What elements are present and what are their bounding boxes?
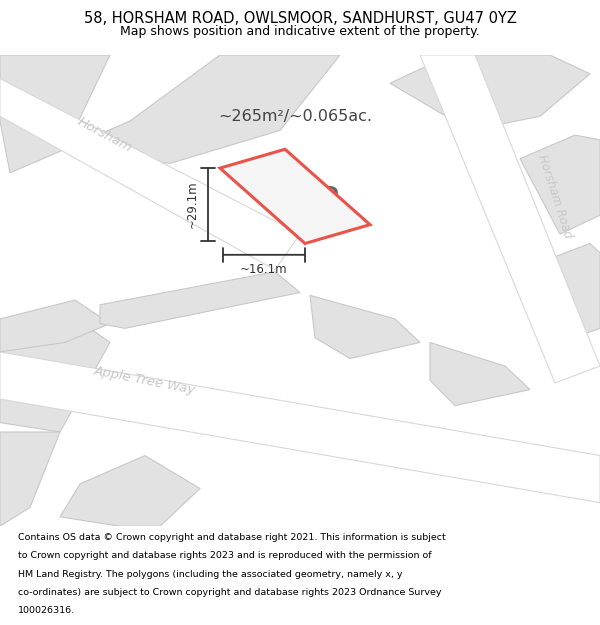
Polygon shape [0, 314, 110, 432]
Text: ~16.1m: ~16.1m [240, 263, 288, 276]
Text: co-ordinates) are subject to Crown copyright and database rights 2023 Ordnance S: co-ordinates) are subject to Crown copyr… [18, 588, 442, 597]
Text: 100026316.: 100026316. [18, 606, 75, 615]
Polygon shape [220, 149, 370, 244]
Text: to Crown copyright and database rights 2023 and is reproduced with the permissio: to Crown copyright and database rights 2… [18, 551, 431, 561]
Text: Map shows position and indicative extent of the property.: Map shows position and indicative extent… [120, 26, 480, 39]
Text: Horsham: Horsham [76, 116, 134, 155]
Polygon shape [0, 79, 300, 270]
Polygon shape [310, 296, 420, 359]
Polygon shape [0, 352, 600, 502]
Polygon shape [100, 272, 300, 328]
Polygon shape [420, 55, 600, 383]
Text: HM Land Registry. The polygons (including the associated geometry, namely x, y: HM Land Registry. The polygons (includin… [18, 570, 403, 579]
Text: 58, HORSHAM ROAD, OWLSMOOR, SANDHURST, GU47 0YZ: 58, HORSHAM ROAD, OWLSMOOR, SANDHURST, G… [83, 11, 517, 26]
Polygon shape [0, 432, 60, 526]
Text: Horsham Road: Horsham Road [535, 153, 575, 240]
Polygon shape [430, 342, 530, 406]
Polygon shape [0, 55, 110, 172]
Polygon shape [520, 135, 600, 234]
Polygon shape [60, 456, 200, 526]
Polygon shape [540, 244, 600, 342]
Polygon shape [0, 300, 110, 352]
Polygon shape [390, 55, 590, 131]
Text: Apple Tree Way: Apple Tree Way [93, 364, 197, 396]
Text: Contains OS data © Crown copyright and database right 2021. This information is : Contains OS data © Crown copyright and d… [18, 533, 446, 542]
Text: ~265m²/~0.065ac.: ~265m²/~0.065ac. [218, 109, 372, 124]
Text: ~29.1m: ~29.1m [185, 181, 199, 228]
Polygon shape [65, 55, 340, 163]
Text: 58: 58 [295, 184, 341, 218]
